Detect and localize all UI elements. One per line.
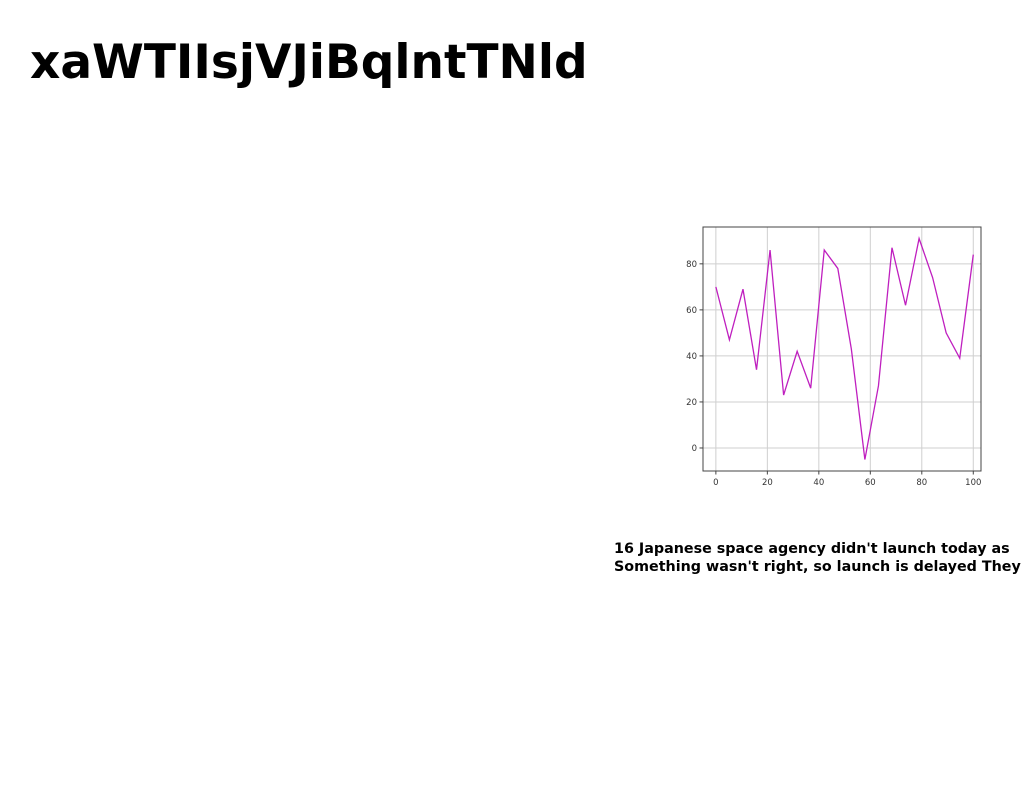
x-tick-label: 20: [762, 478, 773, 488]
x-tick-label: 40: [813, 478, 824, 488]
y-tick-label: 60: [686, 306, 697, 316]
x-axis-ticks: 0 20 40 60 80 100: [713, 471, 981, 488]
y-tick-label: 20: [686, 398, 697, 408]
y-tick-label: 0: [692, 444, 697, 454]
x-tick-label: 0: [713, 478, 718, 488]
plot-frame: [702, 226, 982, 472]
chart-grid: [703, 227, 981, 471]
x-tick-label: 60: [865, 478, 876, 488]
y-tick-label: 40: [686, 352, 697, 362]
chart-series-layer: [715, 236, 974, 460]
y-tick-label: 80: [686, 260, 697, 270]
caption-line-1: 16 Japanese space agency didn't launch t…: [614, 541, 1010, 557]
caption-line-2: Something wasn't right, so launch is del…: [614, 559, 1021, 575]
line-chart: 0 20 40 60 80 100 0 20 40 60 80: [680, 218, 990, 490]
page-title: xaWTIIsjVJiBqlntTNld: [30, 35, 588, 90]
caption-text: 16 Japanese space agency didn't launch t…: [614, 540, 1024, 576]
x-tick-label: 80: [916, 478, 927, 488]
series-line-1: [715, 236, 974, 460]
y-axis-ticks: 0 20 40 60 80: [686, 260, 703, 454]
x-tick-label: 100: [965, 478, 981, 488]
chart-canvas: 0 20 40 60 80 100 0 20 40 60 80: [686, 226, 982, 488]
